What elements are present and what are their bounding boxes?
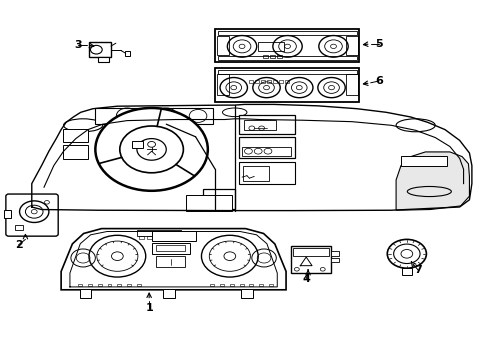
Bar	[217, 70, 356, 74]
Bar	[95, 108, 212, 124]
Polygon shape	[395, 152, 468, 210]
Circle shape	[95, 108, 207, 191]
Bar	[261, 80, 264, 83]
Bar	[217, 56, 356, 60]
Bar	[124, 51, 129, 56]
Bar	[290, 246, 330, 273]
Bar	[98, 57, 109, 62]
Bar	[215, 29, 359, 62]
Bar	[263, 55, 267, 58]
Text: 7: 7	[413, 265, 421, 275]
Bar	[255, 80, 259, 83]
Bar	[80, 289, 91, 298]
Bar	[215, 68, 359, 102]
Bar	[146, 236, 151, 239]
Text: 1: 1	[145, 303, 153, 313]
Bar	[284, 80, 288, 83]
Bar	[345, 74, 357, 95]
Bar	[238, 137, 294, 158]
Bar	[78, 284, 82, 286]
Bar	[330, 251, 339, 256]
Bar	[185, 195, 232, 211]
Bar	[258, 42, 283, 51]
Bar	[163, 289, 174, 298]
Bar	[272, 80, 276, 83]
Bar	[249, 284, 253, 286]
Bar	[242, 166, 269, 181]
Bar	[132, 141, 142, 148]
Bar	[156, 245, 184, 252]
Bar	[139, 236, 144, 239]
Bar	[242, 147, 290, 156]
Bar	[268, 284, 272, 286]
Circle shape	[120, 126, 183, 173]
Bar	[89, 42, 111, 57]
Bar	[241, 289, 252, 298]
Bar	[266, 80, 270, 83]
Text: 4: 4	[302, 274, 309, 284]
Bar	[4, 210, 11, 218]
Text: 2: 2	[15, 240, 22, 250]
Bar	[345, 36, 357, 55]
Bar	[137, 284, 141, 286]
Bar	[15, 225, 23, 230]
Bar	[400, 156, 447, 166]
Bar	[203, 189, 234, 209]
Bar	[259, 284, 263, 286]
Text: 6: 6	[374, 76, 382, 86]
FancyBboxPatch shape	[6, 194, 58, 236]
Bar	[107, 284, 111, 286]
Bar	[62, 145, 88, 159]
Bar	[229, 284, 233, 286]
Bar	[401, 268, 411, 275]
Bar	[330, 258, 339, 262]
Bar	[238, 115, 294, 134]
Bar	[292, 248, 328, 256]
Text: 3: 3	[74, 40, 82, 50]
Bar	[154, 236, 159, 239]
Bar	[156, 256, 184, 267]
Bar	[117, 284, 121, 286]
Bar	[216, 36, 228, 55]
Bar	[278, 80, 282, 83]
Circle shape	[137, 139, 166, 160]
Bar	[276, 55, 281, 58]
Bar	[151, 243, 189, 254]
Bar	[239, 284, 243, 286]
Bar	[88, 284, 92, 286]
Bar	[217, 31, 356, 35]
Bar	[210, 284, 214, 286]
Bar	[249, 80, 253, 83]
Bar	[151, 231, 195, 241]
Text: 5: 5	[374, 39, 382, 49]
Polygon shape	[61, 229, 285, 290]
Bar	[137, 230, 181, 236]
Bar	[220, 284, 224, 286]
Bar	[62, 129, 88, 142]
Bar	[244, 120, 276, 130]
Bar	[98, 284, 102, 286]
Circle shape	[386, 239, 426, 268]
Bar	[238, 162, 294, 184]
Bar	[127, 284, 131, 286]
Bar	[216, 74, 228, 95]
Polygon shape	[32, 104, 471, 211]
Bar	[269, 55, 274, 58]
